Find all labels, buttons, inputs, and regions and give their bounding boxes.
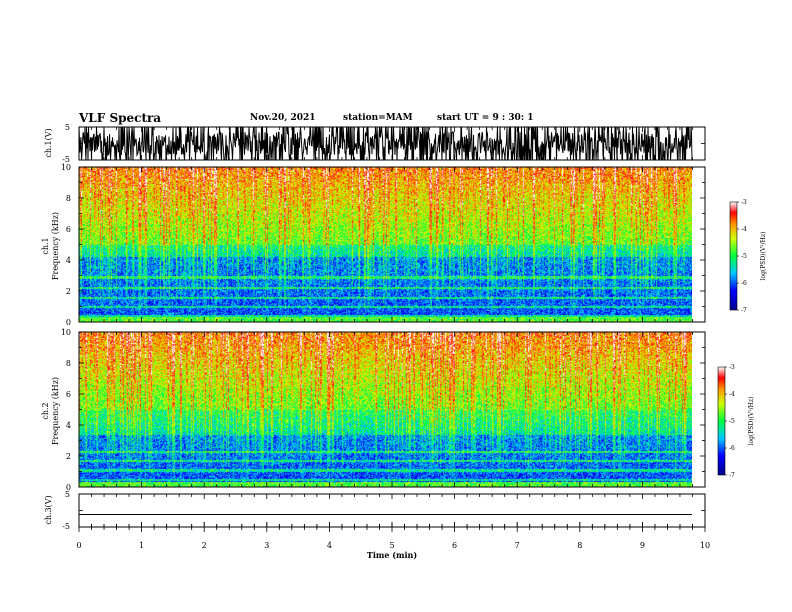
cb1-tick-m7: -7 [741, 307, 747, 314]
time-tick-2: 2 [202, 541, 207, 550]
cb2-tick-m4: -4 [729, 391, 735, 398]
ch1-freq-tick-2: 2 [66, 287, 71, 296]
ch1-freq-tick-0: 0 [66, 318, 71, 327]
cb2-tick-m3: -3 [729, 364, 735, 371]
ch1-freq-tick-10: 10 [61, 163, 71, 172]
time-tick-8: 8 [577, 541, 582, 550]
time-axis-label: Time (min) [367, 550, 417, 560]
ch2-channel-label: ch.2 [41, 402, 50, 419]
time-tick-3: 3 [264, 541, 269, 550]
ch2-freq-tick-6: 6 [66, 390, 71, 399]
ch3-ytick-top: 5 [65, 490, 70, 499]
time-tick-0: 0 [76, 541, 81, 550]
time-tick-9: 9 [640, 541, 645, 550]
ch2-spectrogram-image [79, 332, 692, 487]
ch1-waveform-panel: 5 -5 ch.1(V) [44, 123, 706, 164]
ch2-freq-tick-0: 0 [66, 483, 71, 492]
time-tick-1: 1 [139, 541, 144, 550]
ch1-waveform-trace [78, 126, 693, 161]
ch2-freq-tick-2: 2 [66, 452, 71, 461]
cb2-tick-m6: -6 [729, 445, 735, 452]
time-axis [78, 522, 706, 532]
time-tick-5: 5 [389, 541, 394, 550]
ch3-ytick-bottom: -5 [62, 522, 70, 531]
time-tick-4: 4 [327, 541, 332, 550]
cb1-tick-m5: -5 [741, 253, 747, 260]
ch1-voltage-axis-label: ch.1(V) [44, 128, 53, 157]
ch2-freq-tick-10: 10 [61, 328, 71, 337]
ch2-spectrogram-panel: 0 2 4 6 8 10 ch.2 Frequency (kHz) [41, 328, 706, 492]
ch2-freq-tick-8: 8 [66, 359, 71, 368]
ch1-channel-label: ch.1 [41, 237, 50, 254]
ch1-waveform-ticks [78, 126, 706, 161]
cb2-tick-m7: -7 [729, 472, 735, 479]
cb1-tick-m3: -3 [741, 199, 747, 206]
cb2-tick-m5: -5 [729, 418, 735, 425]
ch1-colorbar: -3 -4 -5 -6 -7 log(PSD)(V²/Hz) [729, 199, 767, 314]
time-tick-6: 6 [452, 541, 457, 550]
ch3-waveform-panel: 5 -5 ch.3(V) [44, 490, 706, 531]
cb1-label: log(PSD)(V²/Hz) [760, 232, 767, 281]
ch1-spectrogram-panel: 0 2 4 6 8 10 ch.1 Frequency (kHz) [41, 163, 706, 327]
ch1-freq-tick-8: 8 [66, 194, 71, 203]
ch3-voltage-axis-label: ch.3(V) [44, 495, 53, 524]
station-label: station=MAM [343, 113, 413, 123]
ch1-freq-tick-6: 6 [66, 225, 71, 234]
time-tick-10: 10 [700, 541, 710, 550]
ch1-spectrogram-image [79, 167, 692, 322]
time-tick-labels: 0 1 2 3 4 5 6 7 8 9 10 [76, 541, 710, 550]
ch1-frequency-axis-label: Frequency (kHz) [51, 212, 60, 280]
ch2-spectrogram-ticks [78, 331, 706, 488]
ch2-colorbar: -3 -4 -5 -6 -7 log(PSD)(V²/Hz) [717, 364, 755, 479]
ch1-ytick-bottom: -5 [62, 155, 70, 164]
cb1-tick-m6: -6 [741, 280, 747, 287]
time-tick-7: 7 [515, 541, 520, 550]
ch2-frequency-axis-label: Frequency (kHz) [51, 377, 60, 445]
cb2-label: log(PSD)(V²/Hz) [748, 397, 755, 446]
date-label: Nov.20, 2021 [250, 113, 316, 123]
ch1-spectrogram-ticks [78, 166, 706, 323]
cb1-tick-m4: -4 [741, 226, 747, 233]
figure-title: VLF Spectra [79, 111, 162, 125]
ch2-freq-tick-4: 4 [66, 421, 71, 430]
start-ut-label: start UT = 9 : 30: 1 [437, 113, 534, 123]
ch1-ytick-top: 5 [65, 123, 70, 132]
ch1-freq-tick-4: 4 [66, 256, 71, 265]
